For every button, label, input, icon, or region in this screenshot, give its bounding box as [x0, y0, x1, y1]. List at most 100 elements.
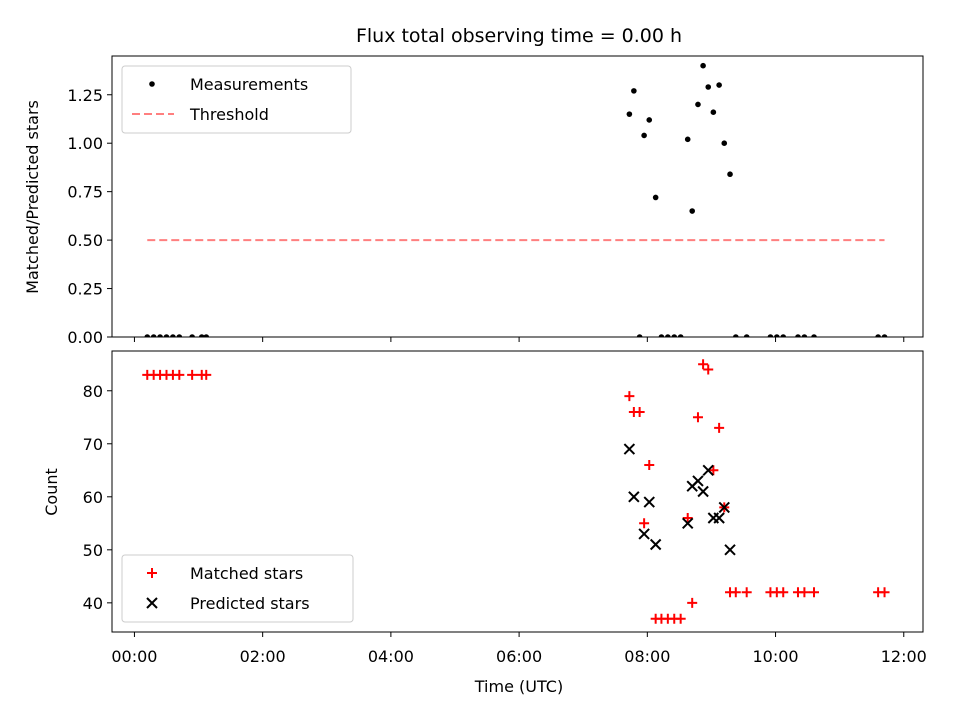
bottom-legend-box [121, 554, 354, 623]
measurement-point [652, 194, 659, 201]
legend-predicted-marker [146, 597, 158, 609]
measurement-point [767, 334, 774, 337]
panel-0-frame [111, 55, 924, 338]
matched-star-point [174, 369, 185, 380]
measurement-point [695, 101, 701, 108]
x-tick-label: 00:00 [111, 647, 157, 666]
panel-0-ytick-label: 1.00 [67, 134, 103, 153]
predicted-star-point [682, 517, 694, 530]
x-tick-label: 12:00 [881, 647, 927, 666]
measurement-point [710, 109, 717, 115]
panel-1-frame [111, 350, 924, 633]
panel-0-ytick-label: 0.75 [67, 183, 103, 202]
panel-1-ytick-label: 80 [83, 382, 103, 401]
measurement-point [684, 136, 691, 143]
legend-threshold-label: Threshold [189, 105, 269, 124]
matched-star-point [714, 422, 725, 433]
measurement-point [626, 111, 633, 117]
panel-0-ytick-label: 0.50 [67, 231, 103, 250]
matched-star-point [675, 613, 686, 624]
measurement-point [646, 117, 653, 123]
measurement-point [881, 334, 888, 337]
matched-star-point [692, 412, 703, 423]
predicted-star-point [702, 464, 714, 476]
x-tick-label: 08:00 [624, 647, 670, 666]
matched-star-point [809, 587, 820, 598]
measurement-point [631, 88, 637, 94]
predicted-star-point [643, 496, 655, 508]
measurement-point [203, 334, 210, 337]
predicted-star-point [623, 443, 636, 455]
chart-title: Flux total observing time = 0.00 h [356, 25, 682, 47]
predicted-star-point [692, 475, 704, 487]
matched-star-point [799, 587, 810, 598]
measurement-point [780, 334, 787, 337]
measurement-point [875, 334, 881, 337]
panel-0-ytick-label: 0.00 [67, 328, 103, 347]
measurement-point [144, 334, 151, 337]
legend-measurements-label: Measurements [190, 75, 308, 94]
measurement-point [658, 334, 665, 337]
x-tick-label: 04:00 [368, 647, 414, 666]
matched-star-point [624, 391, 635, 402]
measurement-point [636, 334, 643, 337]
measurement-point [176, 334, 183, 337]
legend-matched-label: Matched stars [190, 564, 303, 583]
measurement-point [721, 140, 728, 147]
matched-star-point [687, 597, 698, 608]
matched-star-point [201, 369, 212, 380]
predicted-star-point [713, 512, 725, 524]
matched-star-point [708, 465, 719, 476]
measurement-point [689, 208, 696, 214]
top-legend-box [121, 65, 352, 134]
measurement-point [743, 334, 750, 337]
measurement-point [189, 334, 195, 337]
matched-star-point [730, 587, 741, 598]
matched-star-point [644, 459, 655, 470]
measurement-point [811, 334, 817, 337]
measurement-point [705, 84, 712, 90]
top-y-axis-label: Matched/Predicted stars [23, 100, 42, 294]
measurement-point [795, 334, 801, 337]
predicted-star-point [718, 501, 730, 514]
measurement-point [727, 171, 733, 178]
measurement-point [641, 132, 647, 139]
x-tick-label: 06:00 [496, 647, 542, 666]
matched-star-point [187, 369, 198, 380]
measurement-point [732, 334, 739, 337]
predicted-star-point [697, 485, 709, 498]
measurement-point [716, 82, 722, 88]
bottom-y-axis-label: Count [42, 468, 61, 516]
measurement-point [157, 334, 163, 337]
matched-star-point [879, 587, 890, 598]
predicted-star-point [628, 491, 640, 503]
panel-1-ytick-label: 50 [83, 541, 103, 560]
measurement-point [170, 334, 176, 337]
panel-0-ytick-label: 0.25 [67, 280, 103, 299]
panel-1-ytick-label: 40 [83, 594, 103, 613]
x-tick-label: 02:00 [240, 647, 286, 666]
predicted-star-point [638, 528, 650, 540]
measurement-point [665, 334, 671, 337]
measurement-point [700, 62, 706, 69]
measurement-point [671, 334, 678, 337]
chart-marks: 0.00 0.25 0.50 0.75 1.00 1.25 40 50 60 70 80 00:00 0… [67, 55, 927, 666]
panel-1-ytick-label: 60 [83, 488, 103, 507]
panel-1-ytick-label: 70 [83, 435, 103, 454]
measurement-point [774, 334, 780, 337]
matched-star-point [703, 364, 714, 375]
x-axis-label: Time (UTC) [474, 677, 563, 696]
measurement-point [677, 334, 684, 337]
measurement-point [150, 334, 157, 337]
measurement-point [801, 334, 808, 337]
matched-star-point [682, 513, 693, 524]
matched-star-point [698, 359, 709, 370]
matched-star-point [634, 406, 645, 417]
predicted-star-point [649, 538, 662, 551]
measurement-point [198, 334, 205, 337]
x-tick-label: 10:00 [752, 647, 798, 666]
panel-0-ytick-label: 1.25 [67, 86, 103, 105]
predicted-star-point [724, 544, 736, 556]
matched-star-point [778, 587, 789, 598]
